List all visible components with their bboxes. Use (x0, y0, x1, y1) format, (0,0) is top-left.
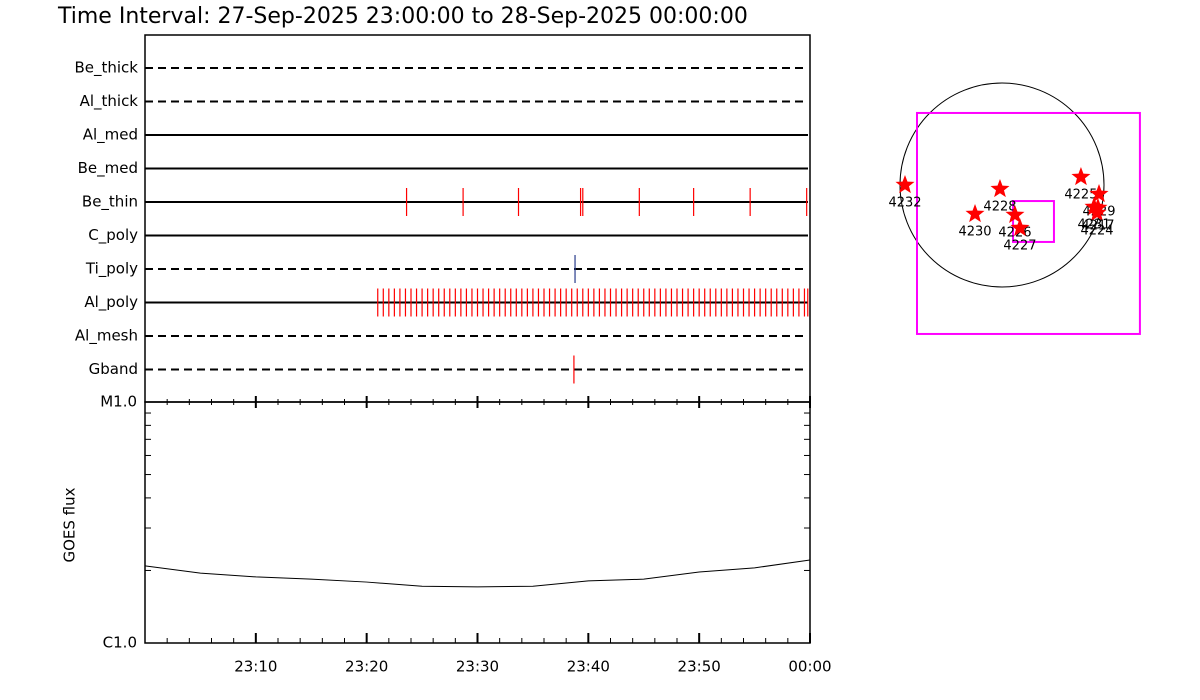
x-tick-label: 23:50 (678, 658, 721, 676)
filter-label: Al_mesh (75, 327, 138, 346)
y-tick-label: M1.0 (100, 393, 137, 411)
region-label: 4228 (983, 200, 1016, 215)
timeline-frame (144, 34, 811, 403)
filter-label: Al_med (83, 126, 138, 145)
region-star (1010, 218, 1030, 237)
target-box (1012, 200, 1055, 243)
region-star (1088, 197, 1108, 217)
filter-label: Be_med (78, 159, 138, 178)
y-tick-label: C1.0 (103, 634, 137, 652)
goes-y-label: GOES flux (61, 487, 79, 562)
filter-label: Ti_poly (85, 260, 138, 279)
goes-curve (144, 559, 811, 588)
filter-label: Be_thin (82, 193, 138, 212)
x-tick-label: 00:00 (788, 658, 831, 676)
region-star (1089, 184, 1109, 203)
region-label: 4231 (1077, 217, 1110, 232)
region-label: 4217 (1081, 218, 1114, 233)
region-star (990, 179, 1010, 198)
filter-label: Al_poly (84, 293, 138, 312)
region-star (965, 204, 985, 223)
region-label: 4224 (1080, 223, 1113, 238)
filter-label: C_poly (88, 226, 138, 245)
region-label: 4225 (1064, 188, 1097, 203)
filter-label: Be_thick (74, 59, 138, 78)
x-tick-label: 23:10 (234, 658, 277, 676)
filter-label: Gband (89, 360, 138, 378)
x-tick-label: 23:40 (567, 658, 610, 676)
region-label: 4232 (888, 196, 921, 211)
x-tick-label: 23:20 (345, 658, 388, 676)
title: Time Interval: 27-Sep-2025 23:00:00 to 2… (57, 4, 748, 29)
x-tick-label: 23:30 (456, 658, 499, 676)
region-label: 4230 (958, 225, 991, 240)
region-label: 4227 (1003, 239, 1036, 254)
region-star (1005, 204, 1025, 224)
region-star (895, 175, 915, 194)
region-star (1071, 167, 1091, 186)
fov-box (916, 111, 1141, 335)
filter-label: Al_thick (80, 92, 139, 111)
goes-frame (144, 401, 811, 644)
